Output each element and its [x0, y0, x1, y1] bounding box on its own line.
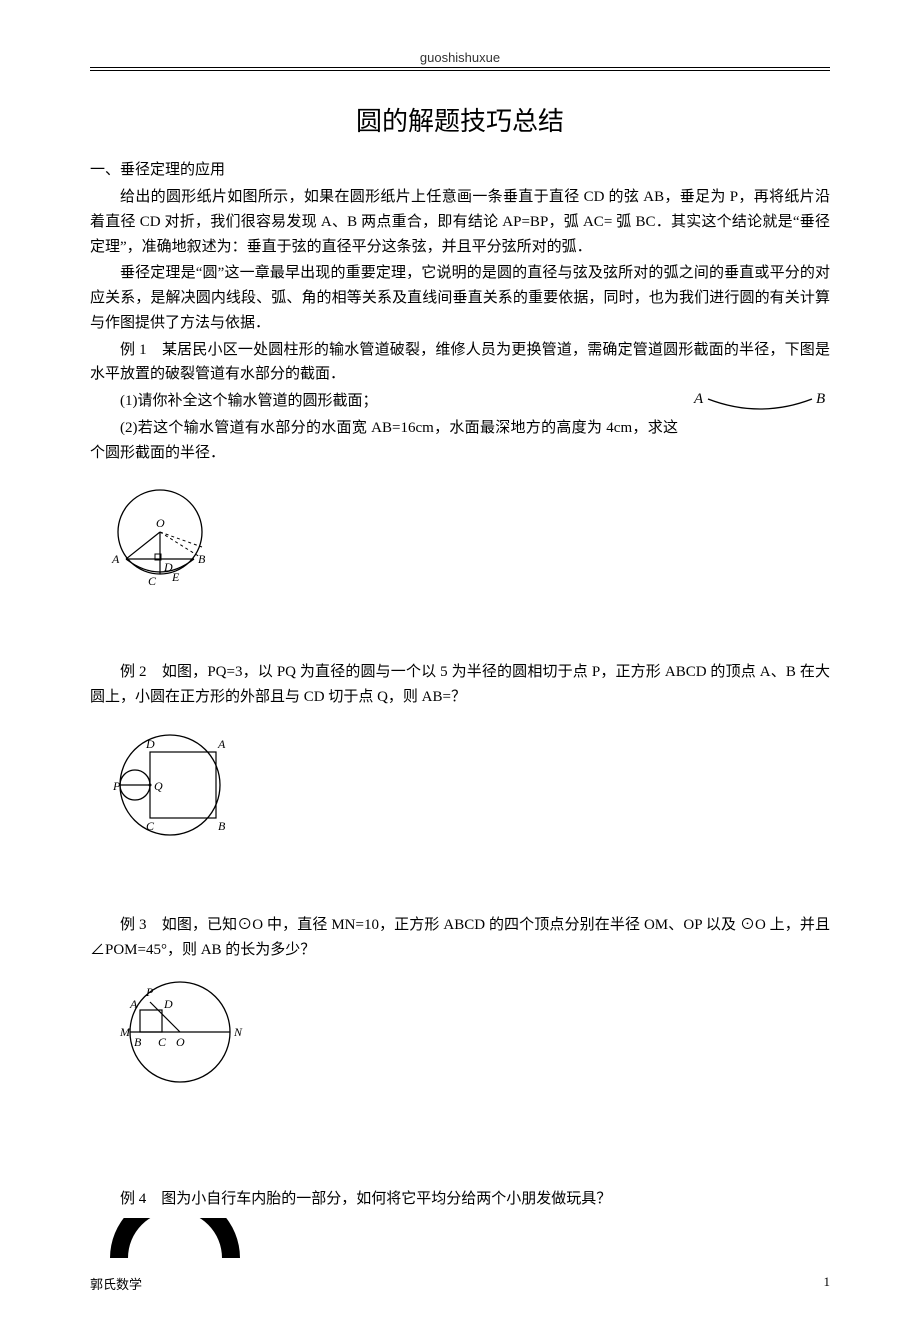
ex4-figure [90, 1218, 830, 1263]
arc-label-B: B [816, 391, 825, 407]
fig2-B: B [218, 819, 226, 833]
ex2-text: 例 2 如图，PQ=3，以 PQ 为直径的圆与一个以 5 为半径的圆相切于点 P… [90, 660, 830, 710]
footer-page-number: 1 [824, 1274, 831, 1290]
fig3-N: N [233, 1025, 243, 1039]
page-title: 圆的解题技巧总结 [90, 101, 830, 138]
fig3-D: D [163, 997, 173, 1011]
fig2-A: A [217, 737, 226, 751]
section1-p2: 垂径定理是“圆”这一章最早出现的重要定理，它说明的是圆的直径与弦及弦所对的弧之间… [90, 261, 830, 335]
fig1-C: C [148, 574, 157, 588]
fig1-A: A [111, 552, 120, 566]
fig3-B: B [134, 1035, 142, 1049]
fig3-A: A [129, 997, 138, 1011]
page-header-label: guoshishuxue [90, 50, 830, 65]
header-rule [90, 67, 830, 71]
ex1-q2: (2)若这个输水管道有水部分的水面宽 AB=16cm，水面最深地方的高度为 4c… [90, 416, 830, 466]
ex2-figure: P Q D A C B [90, 720, 830, 855]
ex3-text: 例 3 如图，已知⊙O 中，直径 MN=10，正方形 ABCD 的四个顶点分别在… [90, 913, 830, 963]
fig3-C: C [158, 1035, 167, 1049]
fig2-C: C [146, 819, 155, 833]
page-footer: 郭氏数学 1 [90, 1274, 830, 1293]
fig2-Q: Q [154, 779, 163, 793]
ex1-arc-figure: A B [690, 389, 830, 422]
fig3-P: P [145, 985, 154, 999]
fig1-O: O [156, 516, 165, 530]
section1-heading: 一、垂径定理的应用 [90, 158, 830, 179]
section1-p1: 给出的圆形纸片如图所示，如果在圆形纸片上任意画一条垂直于直径 CD 的弦 AB，… [90, 185, 830, 259]
fig2-D: D [145, 737, 155, 751]
ex4-text: 例 4 图为小自行车内胎的一部分，如何将它平均分给两个小朋发做玩具？ [90, 1187, 830, 1212]
ex3-figure: M N O P A D B C [90, 972, 830, 1097]
ex1-lead: 例 1 某居民小区一处圆柱形的输水管道破裂，维修人员为更换管道，需确定管道圆形截… [90, 338, 830, 388]
ex1-main-figure: O A B C D E [90, 477, 830, 602]
fig2-P: P [112, 779, 121, 793]
fig1-E: E [171, 570, 180, 584]
fig1-B: B [198, 552, 206, 566]
arc-label-A: A [693, 391, 704, 407]
fig3-M: M [119, 1025, 131, 1039]
fig3-O: O [176, 1035, 185, 1049]
footer-left: 郭氏数学 [90, 1274, 142, 1293]
